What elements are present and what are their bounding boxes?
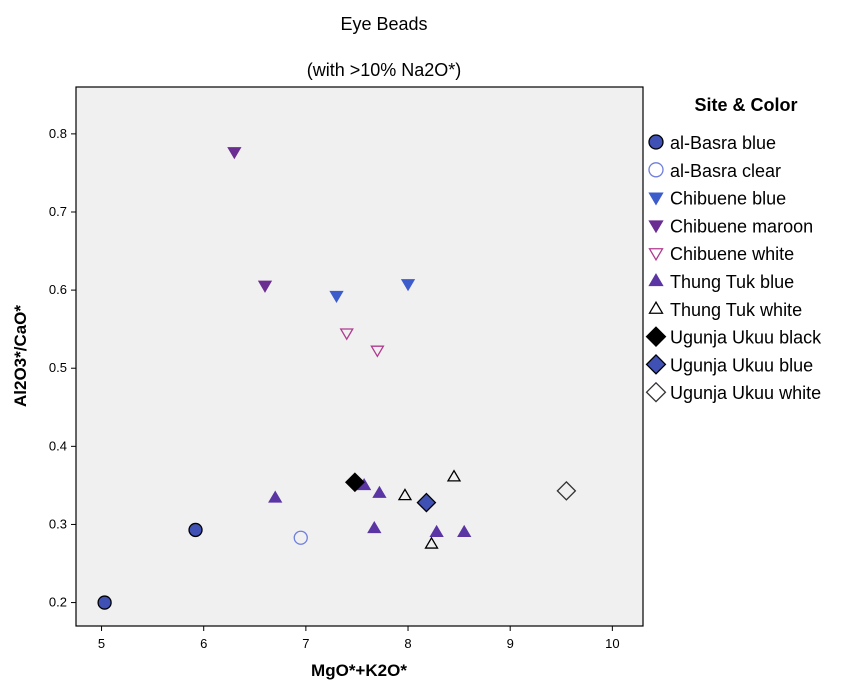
point-chibuene-white-1 (370, 345, 385, 358)
point-chibuene-blue-0 (329, 290, 344, 303)
y-tick-label: 0.8 (49, 126, 67, 141)
y-tick-label: 0.5 (49, 360, 67, 375)
legend-title: Site & Color (694, 95, 797, 115)
x-axis: 5 6 7 8 9 10 (98, 626, 620, 651)
legend-marker-chibuene-white (648, 248, 664, 262)
x-axis-label: MgO*+K2O* (311, 661, 407, 680)
point-ugunja-ukuu-white-0 (556, 480, 577, 501)
legend-label-al-basra-clear: al-Basra clear (670, 161, 781, 181)
legend-marker-al-basra-clear (648, 162, 664, 178)
y-axis-label: Al2O3*/CaO* (11, 305, 30, 407)
y-tick-label: 0.7 (49, 204, 67, 219)
legend-label-ugunja-ukuu-blue: Ugunja Ukuu blue (670, 355, 813, 375)
y-tick-label: 0.4 (49, 438, 67, 453)
chart-title: Eye Beads (340, 14, 427, 34)
y-tick-label: 0.2 (49, 595, 67, 610)
point-thung-tuk-blue-5 (457, 524, 472, 537)
legend-label-thung-tuk-blue: Thung Tuk blue (670, 272, 794, 292)
point-chibuene-maroon-1 (257, 280, 273, 293)
point-ugunja-ukuu-black-0 (344, 472, 365, 493)
legend: Site & Color al-Basra blue al-Basra clear… (645, 95, 822, 403)
legend-marker-chibuene-maroon (648, 220, 664, 234)
point-al-basra-blue-0 (97, 595, 112, 610)
legend-label-chibuene-maroon: Chibuene maroon (670, 216, 813, 236)
x-tick-label: 5 (98, 636, 105, 651)
chart-subtitle: (with >10% Na2O*) (307, 60, 462, 80)
point-ugunja-ukuu-blue-0 (416, 492, 437, 513)
legend-label-ugunja-ukuu-white: Ugunja Ukuu white (670, 383, 821, 403)
point-chibuene-white-0 (339, 328, 354, 341)
legend-label-chibuene-blue: Chibuene blue (670, 189, 786, 209)
y-axis: 0.2 0.3 0.4 0.5 0.6 0.7 0.8 (49, 126, 76, 610)
point-chibuene-blue-1 (400, 279, 416, 292)
data-points (97, 147, 577, 610)
plot-area (75, 86, 644, 627)
point-thung-tuk-white-2 (424, 536, 439, 549)
legend-label-al-basra-blue: al-Basra blue (670, 133, 776, 153)
legend-label-thung-tuk-white: Thung Tuk white (670, 300, 802, 320)
x-tick-label: 10 (605, 636, 619, 651)
x-tick-label: 6 (200, 636, 207, 651)
legend-marker-al-basra-blue (648, 134, 664, 150)
point-thung-tuk-white-0 (397, 488, 413, 501)
point-thung-tuk-blue-4 (429, 524, 444, 537)
legend-marker-thung-tuk-blue (648, 273, 664, 287)
legend-label-chibuene-white: Chibuene white (670, 244, 794, 264)
point-al-basra-clear-0 (293, 530, 308, 545)
legend-marker-ugunja-ukuu-black (645, 326, 667, 347)
point-thung-tuk-white-1 (446, 469, 462, 482)
legend-label-ugunja-ukuu-black: Ugunja Ukuu black (670, 328, 822, 348)
point-al-basra-blue-1 (188, 522, 203, 538)
point-thung-tuk-blue-2 (372, 485, 387, 498)
legend-marker-thung-tuk-white (648, 300, 664, 314)
x-tick-label: 8 (404, 636, 411, 651)
point-thung-tuk-blue-3 (367, 520, 382, 534)
legend-marker-ugunja-ukuu-white (645, 381, 667, 403)
legend-marker-ugunja-ukuu-blue (645, 354, 667, 375)
point-thung-tuk-blue-0 (268, 490, 283, 503)
y-tick-label: 0.6 (49, 282, 67, 297)
x-tick-label: 9 (507, 636, 514, 651)
point-chibuene-maroon-0 (227, 147, 242, 160)
y-tick-label: 0.3 (49, 516, 67, 531)
legend-marker-chibuene-blue (648, 192, 664, 206)
x-tick-label: 7 (302, 636, 309, 651)
